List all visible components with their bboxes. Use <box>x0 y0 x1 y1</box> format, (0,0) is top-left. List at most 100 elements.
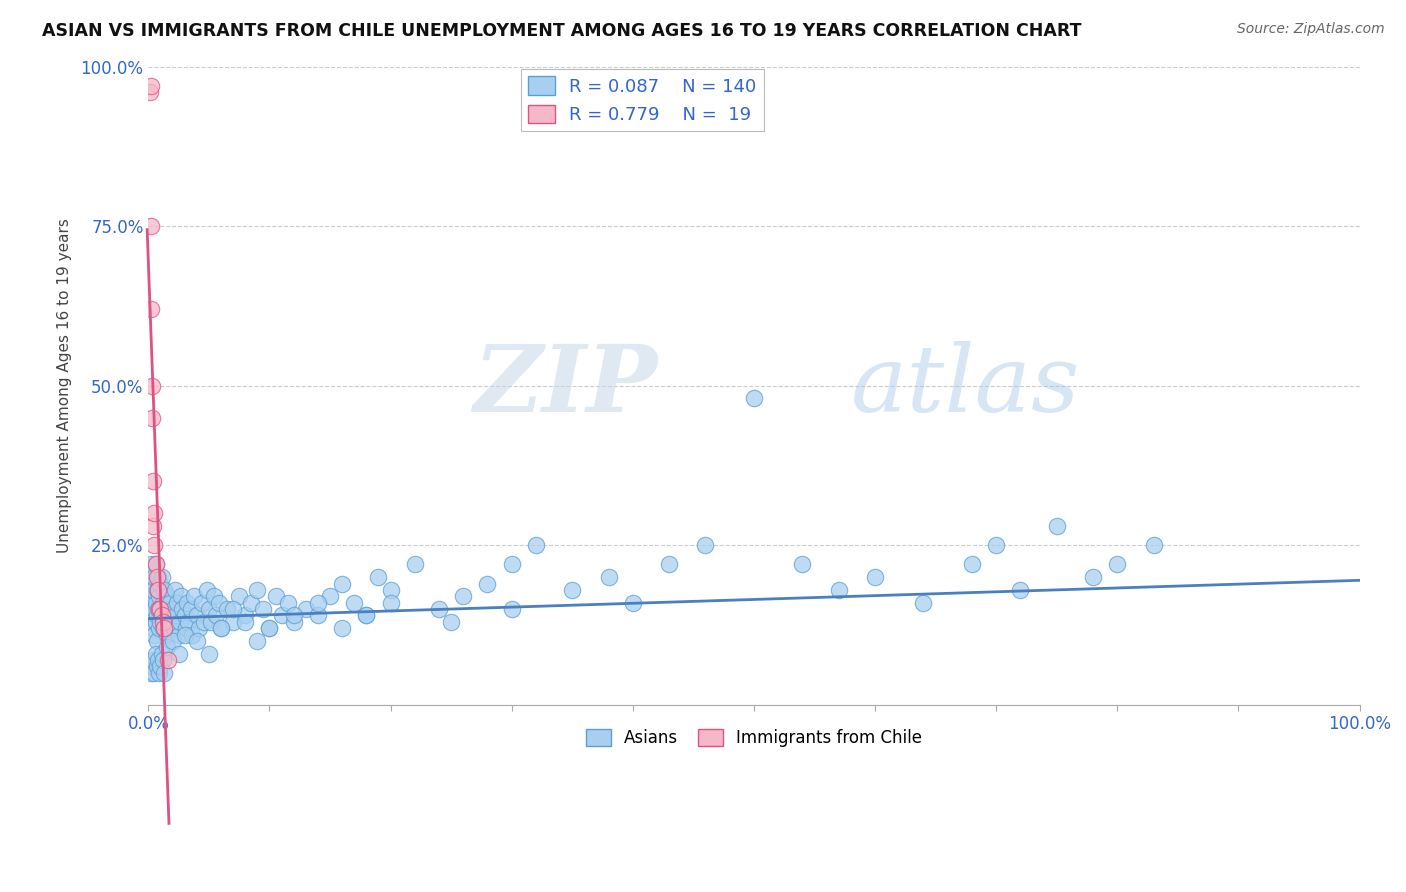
Point <box>295 602 318 616</box>
Text: Source: ZipAtlas.com: Source: ZipAtlas.com <box>1237 22 1385 37</box>
Point <box>186 608 208 623</box>
Point <box>146 570 169 584</box>
Point <box>202 589 225 603</box>
Point <box>170 589 193 603</box>
Point <box>142 582 165 597</box>
Point <box>264 589 287 603</box>
Point <box>143 506 166 520</box>
Point <box>145 558 167 572</box>
Point <box>195 582 218 597</box>
Point <box>356 608 378 623</box>
Text: ZIP: ZIP <box>472 341 657 431</box>
Point <box>259 621 281 635</box>
Point <box>157 621 180 635</box>
Point <box>209 621 232 635</box>
Point <box>143 602 166 616</box>
Point <box>146 570 169 584</box>
Point <box>143 570 166 584</box>
Point <box>277 596 299 610</box>
Point <box>149 576 172 591</box>
Point <box>141 615 163 629</box>
Point <box>146 582 169 597</box>
Point <box>150 608 173 623</box>
Point <box>960 558 983 572</box>
Point <box>283 608 305 623</box>
Point <box>152 653 174 667</box>
Point <box>193 615 215 629</box>
Point <box>912 596 935 610</box>
Point <box>307 596 329 610</box>
Point <box>142 475 165 489</box>
Point <box>198 647 221 661</box>
Point <box>143 538 166 552</box>
Point <box>343 596 366 610</box>
Point <box>142 519 165 533</box>
Point <box>145 647 167 661</box>
Point <box>141 576 163 591</box>
Point <box>181 627 204 641</box>
Point <box>146 634 169 648</box>
Point <box>145 596 167 610</box>
Point <box>153 615 176 629</box>
Point <box>153 621 176 635</box>
Point <box>246 634 269 648</box>
Point <box>501 602 523 616</box>
Point <box>155 589 177 603</box>
Point <box>986 538 1008 552</box>
Point <box>141 378 163 392</box>
Point <box>792 558 814 572</box>
Point <box>188 621 211 635</box>
Point <box>159 596 181 610</box>
Point <box>148 589 170 603</box>
Point <box>380 582 402 597</box>
Point <box>142 653 165 667</box>
Point <box>139 665 162 680</box>
Point <box>141 596 163 610</box>
Point <box>451 589 474 603</box>
Point <box>1046 519 1069 533</box>
Point <box>165 608 187 623</box>
Point <box>283 615 305 629</box>
Point <box>240 596 263 610</box>
Point <box>270 608 292 623</box>
Point <box>152 615 174 629</box>
Point <box>149 615 172 629</box>
Point <box>198 602 221 616</box>
Point <box>146 602 169 616</box>
Point <box>146 653 169 667</box>
Point <box>207 596 229 610</box>
Point <box>598 570 620 584</box>
Point <box>246 582 269 597</box>
Point <box>173 608 195 623</box>
Point <box>1081 570 1104 584</box>
Point <box>561 582 583 597</box>
Point <box>621 596 644 610</box>
Point <box>148 665 170 680</box>
Point <box>148 602 170 616</box>
Point <box>742 392 765 406</box>
Point <box>524 538 547 552</box>
Text: ASIAN VS IMMIGRANTS FROM CHILE UNEMPLOYMENT AMONG AGES 16 TO 19 YEARS CORRELATIO: ASIAN VS IMMIGRANTS FROM CHILE UNEMPLOYM… <box>42 22 1081 40</box>
Point <box>138 570 160 584</box>
Point <box>153 582 176 597</box>
Point <box>156 653 179 667</box>
Point <box>146 582 169 597</box>
Point <box>228 589 250 603</box>
Point <box>167 627 190 641</box>
Point <box>176 596 198 610</box>
Point <box>167 647 190 661</box>
Point <box>150 570 173 584</box>
Point <box>183 589 205 603</box>
Legend: Asians, Immigrants from Chile: Asians, Immigrants from Chile <box>579 723 929 754</box>
Point <box>222 602 245 616</box>
Point <box>145 558 167 572</box>
Point <box>233 615 256 629</box>
Point <box>695 538 717 552</box>
Point <box>146 608 169 623</box>
Point <box>163 621 186 635</box>
Point <box>367 570 389 584</box>
Point <box>174 621 197 635</box>
Point <box>148 621 170 635</box>
Point <box>205 608 228 623</box>
Point <box>162 634 184 648</box>
